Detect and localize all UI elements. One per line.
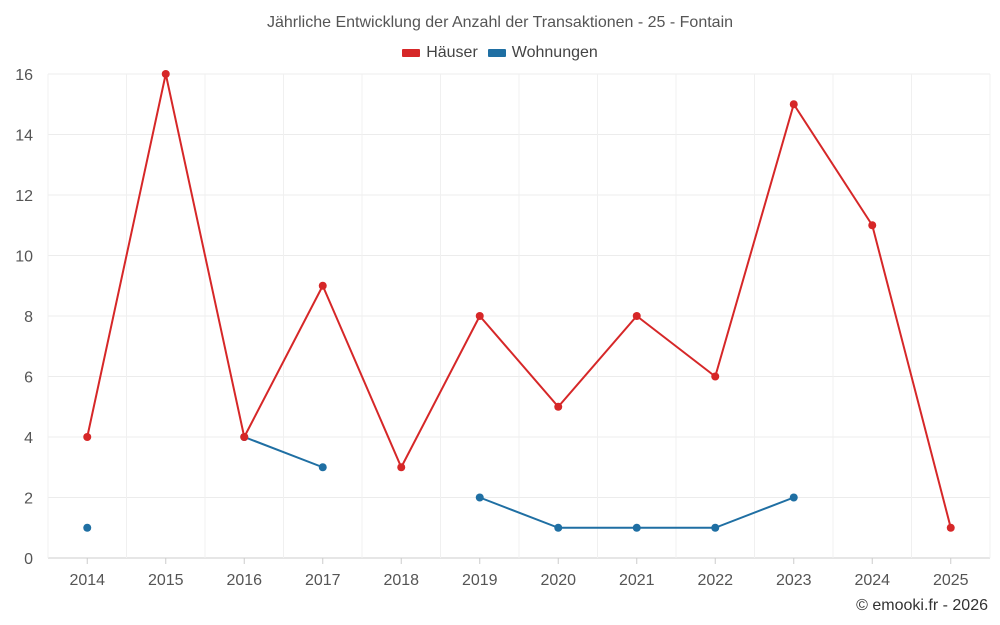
y-tick-label-4: 4 — [24, 430, 33, 447]
legend-label-wohnungen: Wohnungen — [511, 44, 598, 61]
legend-label-haeuser: Häuser — [426, 44, 478, 61]
y-tick-label-10: 10 — [15, 249, 33, 266]
y-tick-label-2: 2 — [24, 491, 33, 508]
data-point-wohnungen-2019 — [475, 493, 484, 502]
legend-item-wohnungen[interactable]: Wohnungen — [487, 44, 598, 62]
copyright-text: © emooki.fr - 2026 — [856, 597, 988, 614]
y-tick-label-14: 14 — [15, 128, 33, 145]
x-tick-label-2023: 2023 — [776, 572, 812, 589]
x-tick-label-2016: 2016 — [226, 572, 262, 589]
y-tick-label-12: 12 — [15, 188, 33, 205]
y-tick-label-6: 6 — [24, 370, 33, 387]
data-point-wohnungen-2017 — [318, 463, 327, 472]
y-tick-label-8: 8 — [24, 309, 33, 326]
data-point-haeuser-2023 — [789, 100, 798, 109]
chart-title: Jährliche Entwicklung der Anzahl der Tra… — [266, 14, 734, 31]
data-point-haeuser-2019 — [475, 312, 484, 320]
x-tick-label-2020: 2020 — [540, 572, 576, 589]
data-point-haeuser-2015 — [161, 70, 170, 78]
data-point-haeuser-2024 — [868, 221, 877, 230]
series-line-haeuser — [86, 73, 952, 529]
x-tick-label-2019: 2019 — [462, 572, 498, 589]
legend: Häuser Wohnungen — [0, 44, 1000, 62]
x-tick-label-2021: 2021 — [619, 572, 655, 589]
data-point-wohnungen-2020 — [554, 523, 563, 532]
y-tick-label-16: 16 — [15, 67, 33, 84]
x-tick-label-2018: 2018 — [383, 572, 419, 589]
data-point-wohnungen-2022 — [711, 523, 720, 532]
data-point-haeuser-2018 — [397, 463, 406, 472]
data-point-wohnungen-2023 — [789, 493, 798, 502]
x-tick-label-2025: 2025 — [933, 572, 969, 589]
data-point-haeuser-2025 — [946, 523, 955, 532]
x-tick-label-2022: 2022 — [697, 572, 733, 589]
y-tick-label-0: 0 — [24, 551, 33, 568]
data-point-haeuser-2017 — [318, 281, 327, 290]
legend-swatch-haeuser — [402, 49, 421, 57]
x-tick-label-2024: 2024 — [854, 572, 890, 589]
data-point-haeuser-2021 — [632, 312, 641, 320]
data-point-wohnungen-2021 — [632, 523, 641, 532]
data-point-wohnungen-2014 — [83, 523, 92, 532]
x-tick-label-2017: 2017 — [305, 572, 341, 589]
data-point-haeuser-2016 — [240, 433, 249, 441]
x-tick-label-2014: 2014 — [69, 572, 105, 589]
data-point-haeuser-2022 — [711, 372, 720, 381]
x-tick-label-2015: 2015 — [148, 572, 184, 589]
legend-item-haeuser[interactable]: Häuser — [402, 44, 478, 62]
data-point-haeuser-2020 — [554, 402, 563, 411]
data-point-haeuser-2014 — [83, 433, 92, 441]
legend-swatch-wohnungen — [487, 49, 506, 57]
